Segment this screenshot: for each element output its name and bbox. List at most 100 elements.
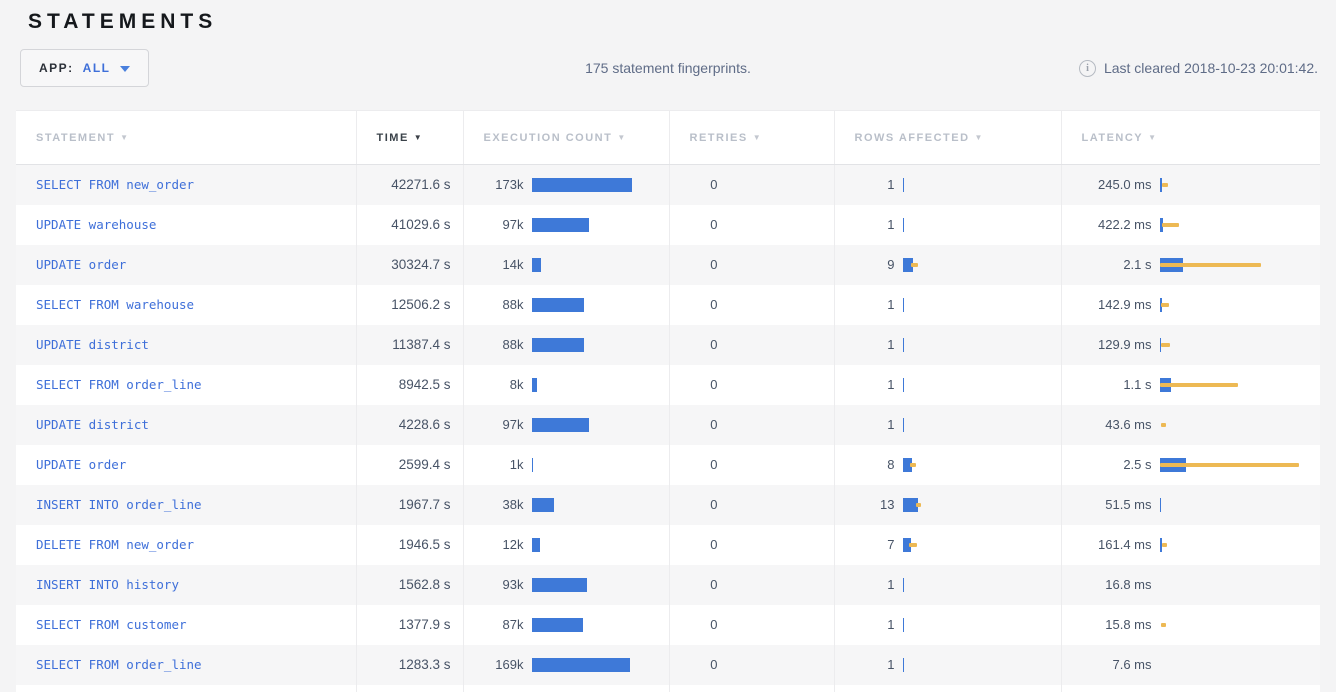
latency-cell: 1.1 s xyxy=(1060,364,1320,405)
statement-link[interactable]: SELECT FROM order_line xyxy=(36,377,202,392)
retries-cell-bar xyxy=(726,256,822,274)
latency-cell: 51.5 ms xyxy=(1060,484,1320,525)
rows-affected-cell-bar xyxy=(902,336,1049,354)
bar-mean xyxy=(531,457,533,472)
sort-arrow-icon: ▼ xyxy=(752,132,763,142)
bar-mean xyxy=(531,617,583,632)
time-cell: 30324.7 s xyxy=(355,244,463,285)
bar-stddev xyxy=(908,542,917,547)
statement-cell: UPDATE district xyxy=(16,324,356,365)
execution-count-cell-bar xyxy=(531,176,657,194)
statement-link[interactable]: SELECT FROM warehouse xyxy=(36,297,195,312)
time-cell: 2599.4 s xyxy=(355,444,463,485)
retries-cell-bar xyxy=(726,496,822,514)
page-title: STATEMENTS xyxy=(28,10,218,33)
bar-mean xyxy=(531,577,587,592)
latency-cell-value: 245.0 ms xyxy=(1098,177,1152,193)
rows-affected-cell-bar xyxy=(902,456,1049,474)
rows-affected-cell-value: 1 xyxy=(887,657,895,672)
latency-cell-value: 129.9 ms xyxy=(1098,337,1152,352)
column-header-retries[interactable]: RETRIES ▼ xyxy=(668,110,834,165)
retries-cell: 0 xyxy=(668,484,834,525)
statement-link[interactable]: UPDATE warehouse xyxy=(36,217,157,232)
latency-cell-value: 7.6 ms xyxy=(1112,657,1152,672)
statement-link[interactable]: UPDATE district xyxy=(36,417,149,432)
bar-mean xyxy=(902,537,911,552)
bar-stddev xyxy=(1159,382,1238,387)
retries-cell-bar xyxy=(726,336,822,354)
retries-cell-bar xyxy=(726,376,822,394)
execution-count-cell: 12k xyxy=(462,524,669,565)
rows-affected-cell-value: 9 xyxy=(887,257,895,272)
latency-cell-value: 161.4 ms xyxy=(1098,537,1152,552)
latency-cell-value: 2.5 s xyxy=(1123,457,1152,472)
bar-stddev xyxy=(1161,222,1179,227)
statement-link[interactable]: SELECT FROM order_line xyxy=(36,657,202,672)
column-header-statement[interactable]: STATEMENT ▼ xyxy=(16,110,356,165)
execution-count-cell-bar xyxy=(531,656,657,674)
rows-affected-cell: 1 xyxy=(833,404,1061,445)
execution-count-cell-bar xyxy=(531,376,657,394)
retries-cell-bar xyxy=(726,576,822,594)
column-header-latency[interactable]: LATENCY ▼ xyxy=(1060,110,1320,165)
statement-link[interactable]: INSERT INTO history xyxy=(36,577,179,592)
execution-count-cell-bar xyxy=(531,416,657,434)
retries-cell-value: 0 xyxy=(710,617,718,632)
execution-count-cell-bar xyxy=(531,336,657,354)
retries-cell-value: 0 xyxy=(710,657,718,672)
retries-cell-bar xyxy=(726,296,822,314)
statement-cell: SELECT FROM customer xyxy=(16,604,356,645)
table-row: DELETE FROM new_order 1946.5 s 12k 0 7 161.4 … xyxy=(16,524,1320,565)
bar-mean xyxy=(1159,497,1161,512)
retries-cell-value: 0 xyxy=(710,177,718,193)
rows-affected-cell-bar xyxy=(902,656,1049,674)
time-cell: 41029.6 s xyxy=(355,204,463,245)
bar-mean xyxy=(1159,177,1162,192)
app-filter-dropdown[interactable]: APP: ALL xyxy=(20,49,149,87)
time-cell: 1562.8 s xyxy=(355,564,463,605)
latency-cell: 422.2 ms xyxy=(1060,204,1320,245)
retries-cell-value: 0 xyxy=(710,497,718,512)
retries-cell-value: 0 xyxy=(710,577,718,592)
sort-arrow-icon: ▼ xyxy=(974,132,984,142)
bar-mean xyxy=(902,617,904,632)
statement-link[interactable]: UPDATE order xyxy=(36,457,127,472)
statement-link[interactable]: SELECT FROM new_order xyxy=(36,177,195,193)
statement-cell: INSERT INTO history xyxy=(16,564,356,605)
column-header-execution-count[interactable]: EXECUTION COUNT ▼ xyxy=(462,110,669,165)
statement-link[interactable]: UPDATE district xyxy=(36,337,149,352)
retries-cell: 0 xyxy=(668,604,834,645)
retries-cell: 0 xyxy=(668,404,834,445)
statement-link[interactable]: SELECT FROM customer xyxy=(36,617,187,632)
execution-count-cell: 93k xyxy=(462,564,669,605)
execution-count-cell-value: 93k xyxy=(502,577,524,592)
column-header-rows-affected[interactable]: ROWS AFFECTED ▼ xyxy=(833,110,1061,165)
execution-count-cell-bar xyxy=(531,576,657,594)
bar-stddev xyxy=(1159,462,1299,467)
execution-count-cell: 97k xyxy=(462,204,669,245)
execution-count-cell-bar xyxy=(531,616,657,634)
info-icon[interactable]: i xyxy=(1078,59,1096,77)
retries-cell-bar xyxy=(726,656,822,674)
bar-mean xyxy=(1159,217,1163,232)
chevron-down-icon xyxy=(119,65,130,72)
retries-cell-bar xyxy=(726,176,822,194)
bar-mean xyxy=(531,377,537,392)
rows-affected-cell-value: 1 xyxy=(887,217,895,232)
retries-cell: 0 xyxy=(668,324,834,365)
rows-affected-cell: 1 xyxy=(833,364,1061,405)
column-header-time[interactable]: TIME ▼ xyxy=(355,110,463,165)
statement-cell: DELETE FROM new_order xyxy=(16,524,356,565)
bar-stddev xyxy=(1160,622,1166,627)
statement-cell: INSERT INTO order_line xyxy=(16,484,356,525)
statement-link[interactable]: UPDATE order xyxy=(36,257,127,272)
statement-link[interactable]: INSERT INTO order_line xyxy=(36,497,202,512)
statement-link[interactable]: DELETE FROM new_order xyxy=(36,537,195,552)
execution-count-cell-value: 8k xyxy=(509,377,524,392)
time-cell: 1946.5 s xyxy=(355,524,463,565)
statement-cell: UPDATE order xyxy=(16,244,356,285)
latency-cell: 161.4 ms xyxy=(1060,524,1320,565)
execution-count-cell-value: 88k xyxy=(502,297,524,312)
statement-cell: UPDATE district xyxy=(16,404,356,445)
retries-cell: 0 xyxy=(668,364,834,405)
